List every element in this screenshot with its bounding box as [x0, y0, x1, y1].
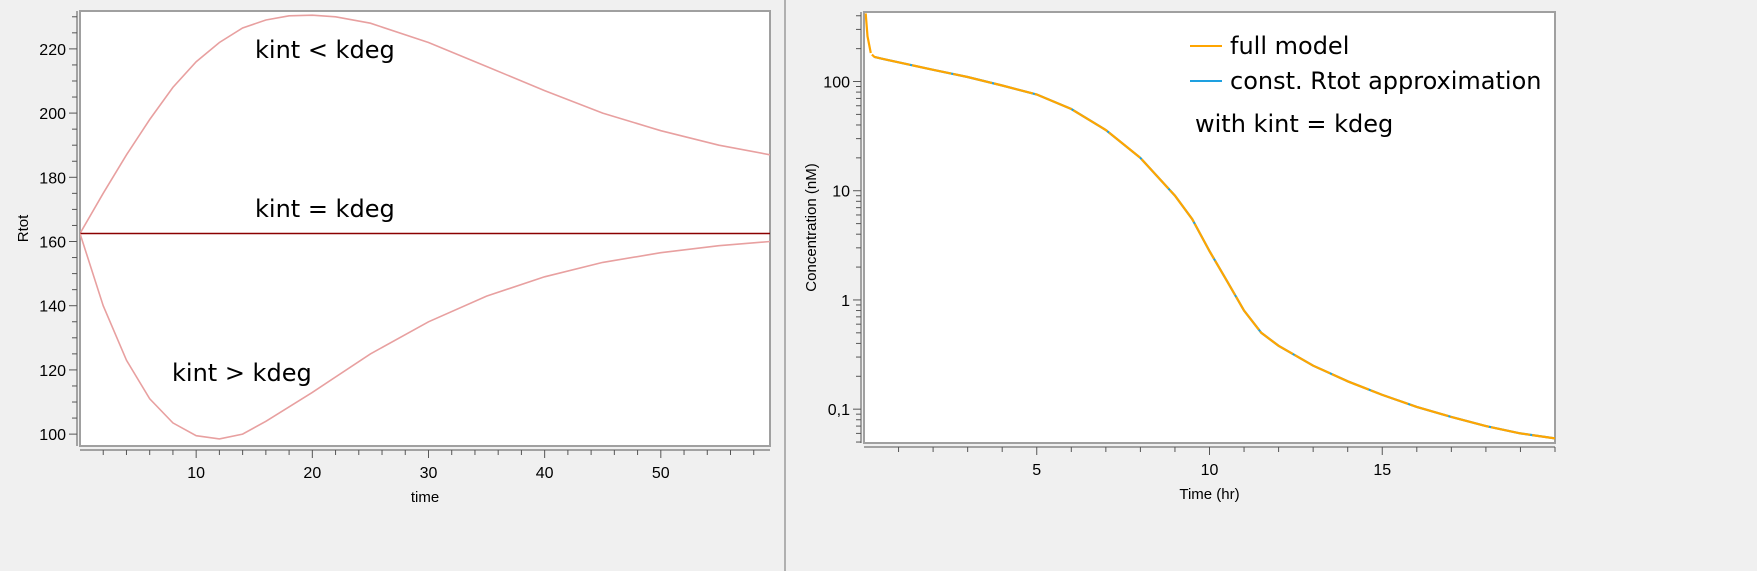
legend-label: const. Rtot approximation [1230, 67, 1541, 95]
y-tick-label: 100 [823, 75, 850, 92]
y-axis-label: Rtot [15, 214, 32, 242]
y-axis-label: Concentration (nM) [803, 163, 820, 291]
x-tick-label: 50 [652, 465, 670, 482]
legend-label: full model [1230, 32, 1349, 60]
y-tick-label: 1 [841, 293, 850, 310]
x-tick-label: 15 [1373, 462, 1391, 479]
right-chart: 5 10 15 0,1 1 10 100 Time (hr) Concentration (nM… [803, 11, 1556, 503]
x-tick-label: 20 [303, 465, 321, 482]
y-tick-label: 100 [39, 427, 66, 444]
full-model-line [864, 13, 1555, 440]
x-tick-label: 40 [536, 465, 554, 482]
annotation-label: kint = kdeg [255, 195, 395, 223]
x-tick-label: 30 [420, 465, 438, 482]
x-axis-label: Time (hr) [1179, 486, 1239, 503]
annotation-label: kint < kdeg [255, 36, 395, 64]
y-tick-label: 10 [832, 184, 850, 201]
annotation-label: kint > kdeg [172, 359, 312, 387]
y-tick-label: 200 [39, 106, 66, 123]
x-axis-label: time [411, 489, 439, 506]
y-tick-label: 180 [39, 170, 66, 187]
plot-area [79, 10, 771, 447]
x-tick-label: 10 [187, 465, 205, 482]
series-line [80, 14, 770, 234]
left-chart: 10 20 30 40 50 100 120 140 160 180 200 220 time Rtot k… [15, 10, 771, 506]
series-line [80, 233, 770, 440]
plot-area [863, 11, 1556, 444]
legend: full model const. Rtot approximation with … [1190, 32, 1541, 138]
y-tick-label: 0,1 [828, 402, 850, 419]
y-tick-label: 220 [39, 42, 66, 59]
y-tick-label: 120 [39, 363, 66, 380]
y-tick-label: 140 [39, 299, 66, 316]
x-tick-label: 10 [1201, 462, 1219, 479]
legend-note: with kint = kdeg [1195, 110, 1393, 138]
y-tick-label: 160 [39, 235, 66, 252]
x-tick-label: 5 [1032, 462, 1041, 479]
